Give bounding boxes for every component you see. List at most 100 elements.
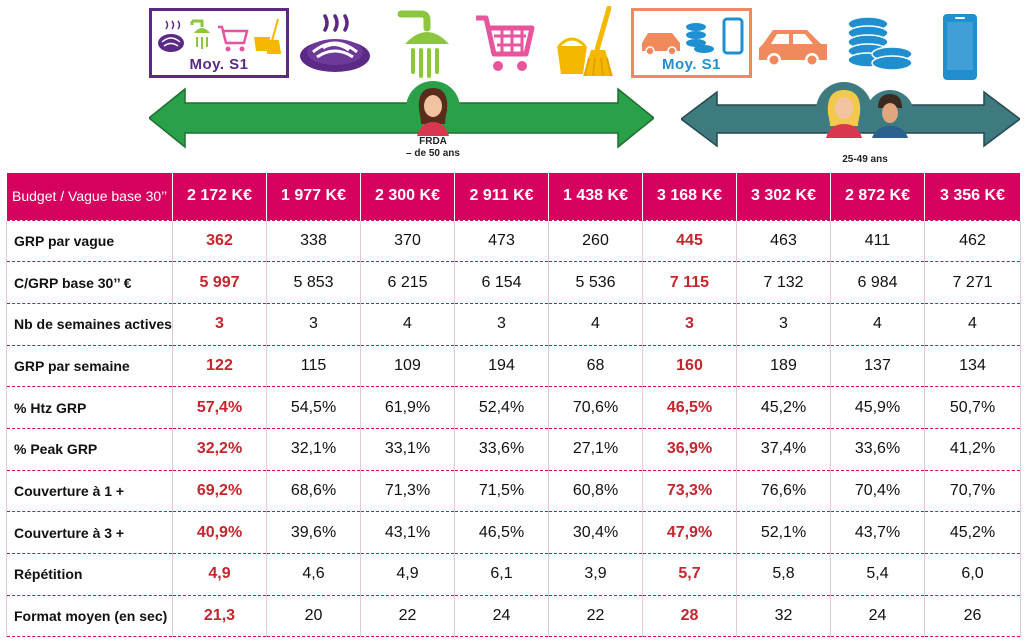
table-cell: 50,7% bbox=[924, 386, 1021, 429]
table-cell: 473 bbox=[454, 219, 549, 263]
table-cell: 41,2% bbox=[924, 428, 1021, 471]
table-cell: 4 bbox=[924, 303, 1021, 346]
table-cell: 411 bbox=[830, 219, 925, 263]
mini-category-icons bbox=[158, 18, 282, 54]
budget-header: 1 438 K€ bbox=[548, 173, 643, 220]
table-cell: 362 bbox=[172, 219, 267, 263]
table-cell: 33,6% bbox=[454, 428, 549, 471]
table-cell: 5 536 bbox=[548, 261, 643, 304]
table-cell: 6 154 bbox=[454, 261, 549, 304]
table-row: % Htz GRP 57,4% 54,5% 61,9% 52,4% 70,6% 46,5% 4… bbox=[6, 386, 1021, 429]
table-cell: 70,6% bbox=[548, 386, 643, 429]
table-cell: 5,4 bbox=[830, 553, 925, 596]
table-cell: 122 bbox=[172, 345, 267, 388]
row-label: Format moyen (en sec) bbox=[6, 595, 173, 638]
table-row: Format moyen (en sec) 21,3 20 22 24 22 28 32 24 2… bbox=[6, 595, 1021, 638]
table-row: Couverture à 3 +40,9% 39,6% 43,1% 46,5% 30,4… bbox=[6, 511, 1021, 554]
table-cell: 5,7 bbox=[642, 553, 737, 596]
table-cell: 6 984 bbox=[830, 261, 925, 304]
table-cell: 30,4% bbox=[548, 511, 643, 554]
table-cell: 71,3% bbox=[360, 470, 455, 513]
table-cell: 3,9 bbox=[548, 553, 643, 596]
budget-header: 2 172 K€ bbox=[172, 173, 267, 220]
table-cell: 260 bbox=[548, 219, 643, 263]
table-cell: 134 bbox=[924, 345, 1021, 388]
table-cell: 4 bbox=[830, 303, 925, 346]
table-cell: 5 997 bbox=[172, 261, 267, 304]
woman-avatar-icon bbox=[406, 81, 460, 136]
adults-target-label: 25-49 ans bbox=[842, 154, 888, 165]
row-label: Nb de semaines actives bbox=[6, 303, 173, 346]
table-cell: 46,5% bbox=[642, 386, 737, 429]
table-cell: 32,2% bbox=[172, 428, 267, 471]
table-cell: 70,7% bbox=[924, 470, 1021, 513]
table-cell: 33,6% bbox=[830, 428, 925, 471]
table-row: Nb de semaines actives 3 3 4 3 4 3 3 4 4 bbox=[6, 303, 1021, 346]
table-cell: 54,5% bbox=[266, 386, 361, 429]
table-cell: 32,1% bbox=[266, 428, 361, 471]
table-cell: 6 215 bbox=[360, 261, 455, 304]
table-cell: 57,4% bbox=[172, 386, 267, 429]
table-cell: 137 bbox=[830, 345, 925, 388]
table-cell: 22 bbox=[548, 595, 643, 638]
table-cell: 160 bbox=[642, 345, 737, 388]
media-plan-table: Budget / Vague base 30’’ 2 172 K€ 1 977 … bbox=[6, 173, 1021, 638]
table-cell: 68 bbox=[548, 345, 643, 388]
table-row: C/GRP base 30’’ €5 997 5 853 6 215 6 154 5 5… bbox=[6, 261, 1021, 304]
table-cell: 4,9 bbox=[172, 553, 267, 596]
table-cell: 194 bbox=[454, 345, 549, 388]
table-cell: 3 bbox=[172, 303, 267, 346]
table-cell: 7 271 bbox=[924, 261, 1021, 304]
table-cell: 26 bbox=[924, 595, 1021, 638]
table-cell: 3 bbox=[266, 303, 361, 346]
table-row: Répétition 4,9 4,6 4,9 6,1 3,9 5,7 5,8 5,4 6,0 bbox=[6, 553, 1021, 596]
table-cell: 45,2% bbox=[924, 511, 1021, 554]
mini-category-icons bbox=[642, 17, 744, 56]
coins-icon bbox=[847, 16, 913, 71]
frda-average-box: Moy. S1 bbox=[149, 8, 289, 78]
table-cell: 20 bbox=[266, 595, 361, 638]
table-cell: 73,3% bbox=[642, 470, 737, 513]
table-cell: 46,5% bbox=[454, 511, 549, 554]
table-cell: 109 bbox=[360, 345, 455, 388]
adults-average-label: Moy. S1 bbox=[661, 56, 722, 73]
table-cell: 45,9% bbox=[830, 386, 925, 429]
budget-header: 3 356 K€ bbox=[924, 173, 1021, 220]
row-label: Couverture à 3 + bbox=[6, 511, 173, 554]
table-cell: 69,2% bbox=[172, 470, 267, 513]
table-cell: 43,1% bbox=[360, 511, 455, 554]
table-cell: 52,4% bbox=[454, 386, 549, 429]
table-cell: 6,0 bbox=[924, 553, 1021, 596]
frda-label-line2: – de 50 ans bbox=[406, 148, 460, 159]
table-body: GRP par vague 362 338 370 473 260 445 463 411 462… bbox=[6, 219, 1021, 638]
table-cell: 28 bbox=[642, 595, 737, 638]
table-cell: 22 bbox=[360, 595, 455, 638]
budget-header: 3 302 K€ bbox=[736, 173, 831, 220]
table-cell: 71,5% bbox=[454, 470, 549, 513]
table-cell: 189 bbox=[736, 345, 831, 388]
table-cell: 370 bbox=[360, 219, 455, 263]
table-cell: 61,9% bbox=[360, 386, 455, 429]
table-cell: 3 bbox=[642, 303, 737, 346]
table-row: % Peak GRP 32,2% 32,1% 33,1% 33,6% 27,1% 36,9%… bbox=[6, 428, 1021, 471]
table-cell: 4 bbox=[360, 303, 455, 346]
row-label: % Htz GRP bbox=[6, 386, 173, 429]
header-illustration: Moy. S1 Moy. S1 bbox=[0, 0, 1025, 172]
pasta-icon bbox=[300, 14, 370, 72]
budget-header: 2 911 K€ bbox=[454, 173, 549, 220]
table-cell: 462 bbox=[924, 219, 1021, 263]
table-row: GRP par vague 362 338 370 473 260 445 463 411 462 bbox=[6, 219, 1021, 263]
row-label: GRP par semaine bbox=[6, 345, 173, 388]
table-cell: 7 115 bbox=[642, 261, 737, 304]
table-cell: 445 bbox=[642, 219, 737, 263]
budget-header: 2 300 K€ bbox=[360, 173, 455, 220]
table-cell: 21,3 bbox=[172, 595, 267, 638]
table-cell: 4 bbox=[548, 303, 643, 346]
couple-avatar-icon bbox=[816, 82, 914, 138]
shower-icon bbox=[397, 10, 449, 78]
frda-average-label: Moy. S1 bbox=[189, 56, 249, 73]
smartphone-icon bbox=[943, 14, 977, 80]
row-label: Répétition bbox=[6, 553, 173, 596]
row-label: GRP par vague bbox=[6, 219, 173, 263]
table-cell: 5 853 bbox=[266, 261, 361, 304]
